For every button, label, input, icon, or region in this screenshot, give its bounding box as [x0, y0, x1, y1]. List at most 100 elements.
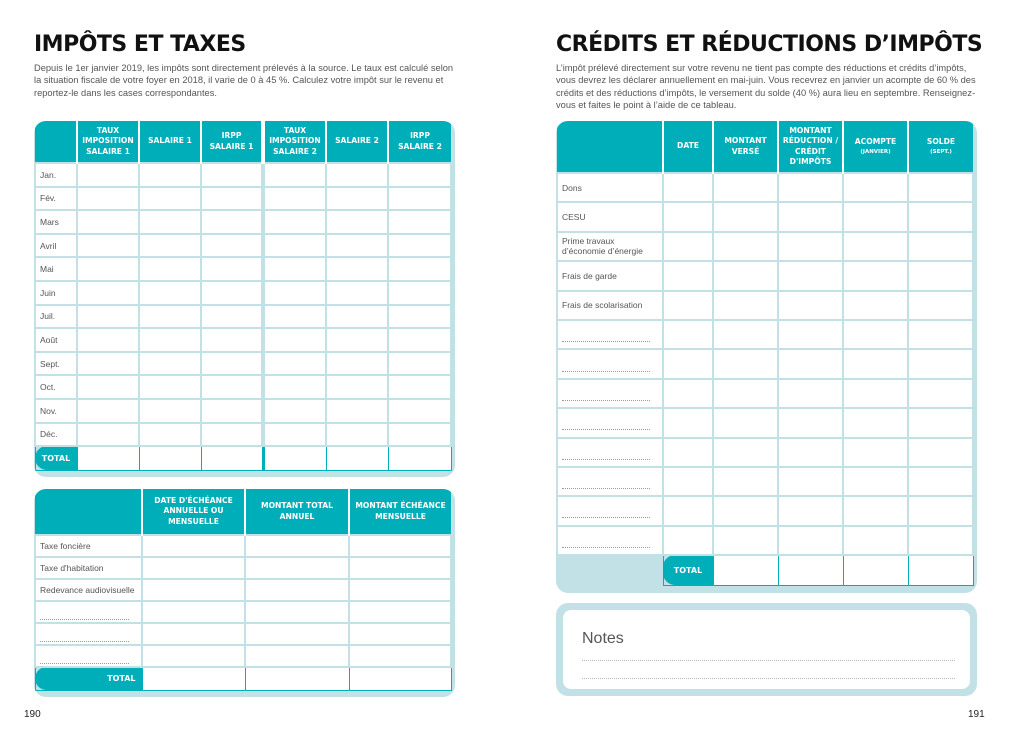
- input-cell[interactable]: [777, 348, 844, 380]
- input-cell[interactable]: [76, 209, 140, 235]
- input-cell[interactable]: [138, 209, 202, 235]
- total-cell[interactable]: [76, 445, 140, 471]
- input-cell[interactable]: [200, 185, 264, 212]
- input-cell[interactable]: [712, 289, 779, 321]
- input-cell[interactable]: [662, 348, 714, 380]
- input-cell[interactable]: [387, 327, 452, 353]
- input-cell[interactable]: [712, 524, 779, 557]
- input-cell[interactable]: [76, 256, 140, 282]
- input-cell[interactable]: [138, 397, 202, 424]
- input-cell[interactable]: [138, 279, 202, 306]
- input-cell[interactable]: [387, 256, 452, 282]
- input-cell[interactable]: [325, 374, 389, 400]
- input-cell[interactable]: [261, 327, 327, 353]
- total-cell[interactable]: [200, 445, 264, 471]
- input-cell[interactable]: [138, 162, 202, 188]
- input-cell[interactable]: [200, 232, 264, 259]
- total-cell[interactable]: [907, 554, 974, 586]
- input-cell[interactable]: [777, 524, 844, 557]
- input-cell[interactable]: [712, 465, 779, 498]
- input-cell[interactable]: [777, 465, 844, 498]
- input-cell[interactable]: [325, 209, 389, 235]
- input-cell[interactable]: [662, 436, 714, 468]
- total-cell[interactable]: [387, 445, 452, 471]
- input-cell[interactable]: [141, 644, 246, 668]
- input-cell[interactable]: [325, 162, 389, 188]
- row-label[interactable]: [556, 377, 664, 410]
- input-cell[interactable]: [662, 407, 714, 439]
- input-cell[interactable]: [200, 350, 264, 377]
- input-cell[interactable]: [907, 171, 974, 204]
- total-cell[interactable]: [842, 554, 909, 586]
- total-cell[interactable]: [244, 666, 350, 691]
- input-cell[interactable]: [141, 534, 246, 558]
- input-cell[interactable]: [387, 162, 452, 188]
- input-cell[interactable]: [261, 421, 327, 448]
- input-cell[interactable]: [387, 421, 452, 448]
- input-cell[interactable]: [76, 162, 140, 188]
- input-cell[interactable]: [777, 230, 844, 263]
- input-cell[interactable]: [907, 348, 974, 380]
- total-cell[interactable]: [712, 554, 779, 586]
- input-cell[interactable]: [138, 327, 202, 353]
- input-cell[interactable]: [261, 397, 327, 424]
- input-cell[interactable]: [76, 185, 140, 212]
- input-cell[interactable]: [662, 171, 714, 204]
- row-label[interactable]: [556, 495, 664, 527]
- input-cell[interactable]: [325, 421, 389, 448]
- input-cell[interactable]: [200, 209, 264, 235]
- input-cell[interactable]: [325, 279, 389, 306]
- input-cell[interactable]: [138, 232, 202, 259]
- input-cell[interactable]: [662, 465, 714, 498]
- input-cell[interactable]: [76, 421, 140, 448]
- total-cell[interactable]: [141, 666, 246, 691]
- row-label[interactable]: [34, 600, 143, 624]
- input-cell[interactable]: [387, 350, 452, 377]
- input-cell[interactable]: [662, 495, 714, 527]
- input-cell[interactable]: [244, 578, 350, 602]
- input-cell[interactable]: [244, 556, 350, 580]
- input-cell[interactable]: [76, 279, 140, 306]
- input-cell[interactable]: [200, 162, 264, 188]
- input-cell[interactable]: [907, 230, 974, 263]
- input-cell[interactable]: [907, 318, 974, 351]
- input-cell[interactable]: [76, 374, 140, 400]
- total-cell[interactable]: [777, 554, 844, 586]
- input-cell[interactable]: [842, 407, 909, 439]
- input-cell[interactable]: [76, 350, 140, 377]
- input-cell[interactable]: [200, 303, 264, 330]
- input-cell[interactable]: [244, 622, 350, 646]
- input-cell[interactable]: [200, 327, 264, 353]
- input-cell[interactable]: [141, 622, 246, 646]
- row-label[interactable]: [34, 622, 143, 646]
- input-cell[interactable]: [842, 171, 909, 204]
- input-cell[interactable]: [141, 556, 246, 580]
- input-cell[interactable]: [348, 578, 452, 602]
- input-cell[interactable]: [138, 303, 202, 330]
- input-cell[interactable]: [138, 185, 202, 212]
- row-label[interactable]: [556, 318, 664, 351]
- input-cell[interactable]: [76, 327, 140, 353]
- input-cell[interactable]: [712, 230, 779, 263]
- input-cell[interactable]: [200, 256, 264, 282]
- input-cell[interactable]: [842, 465, 909, 498]
- input-cell[interactable]: [261, 303, 327, 330]
- input-cell[interactable]: [662, 377, 714, 410]
- input-cell[interactable]: [387, 374, 452, 400]
- input-cell[interactable]: [712, 348, 779, 380]
- input-cell[interactable]: [907, 407, 974, 439]
- input-cell[interactable]: [842, 201, 909, 233]
- input-cell[interactable]: [261, 350, 327, 377]
- row-label[interactable]: [556, 465, 664, 498]
- input-cell[interactable]: [387, 303, 452, 330]
- input-cell[interactable]: [138, 374, 202, 400]
- notes-line[interactable]: [582, 678, 955, 679]
- input-cell[interactable]: [261, 374, 327, 400]
- total-cell[interactable]: [325, 445, 389, 471]
- input-cell[interactable]: [200, 421, 264, 448]
- row-label[interactable]: [556, 407, 664, 439]
- input-cell[interactable]: [325, 350, 389, 377]
- total-cell[interactable]: [261, 445, 327, 471]
- row-label[interactable]: [556, 436, 664, 468]
- input-cell[interactable]: [325, 185, 389, 212]
